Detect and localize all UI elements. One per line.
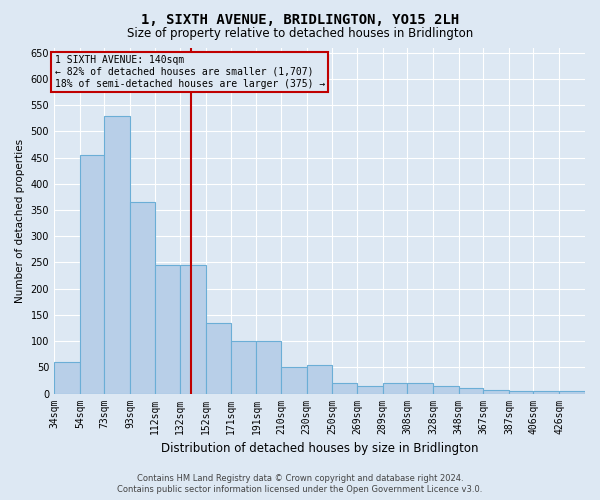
Bar: [230, 341, 256, 394]
Bar: [130, 202, 155, 394]
Text: Size of property relative to detached houses in Bridlington: Size of property relative to detached ho…: [127, 28, 473, 40]
Bar: [332, 383, 357, 394]
Y-axis label: Number of detached properties: Number of detached properties: [15, 138, 25, 302]
Bar: [256, 341, 281, 394]
X-axis label: Distribution of detached houses by size in Bridlington: Distribution of detached houses by size …: [161, 442, 478, 455]
Bar: [459, 388, 483, 394]
Bar: [155, 265, 181, 394]
Bar: [206, 323, 230, 394]
Bar: [307, 364, 332, 394]
Text: 1, SIXTH AVENUE, BRIDLINGTON, YO15 2LH: 1, SIXTH AVENUE, BRIDLINGTON, YO15 2LH: [141, 12, 459, 26]
Bar: [509, 391, 533, 394]
Bar: [104, 116, 130, 394]
Bar: [357, 386, 383, 394]
Bar: [533, 391, 559, 394]
Bar: [54, 362, 80, 394]
Bar: [281, 368, 307, 394]
Bar: [559, 391, 585, 394]
Text: 1 SIXTH AVENUE: 140sqm
← 82% of detached houses are smaller (1,707)
18% of semi-: 1 SIXTH AVENUE: 140sqm ← 82% of detached…: [55, 56, 325, 88]
Bar: [383, 383, 407, 394]
Bar: [80, 155, 104, 394]
Bar: [483, 390, 509, 394]
Text: Contains HM Land Registry data © Crown copyright and database right 2024.
Contai: Contains HM Land Registry data © Crown c…: [118, 474, 482, 494]
Bar: [181, 265, 206, 394]
Bar: [433, 386, 459, 394]
Bar: [407, 383, 433, 394]
